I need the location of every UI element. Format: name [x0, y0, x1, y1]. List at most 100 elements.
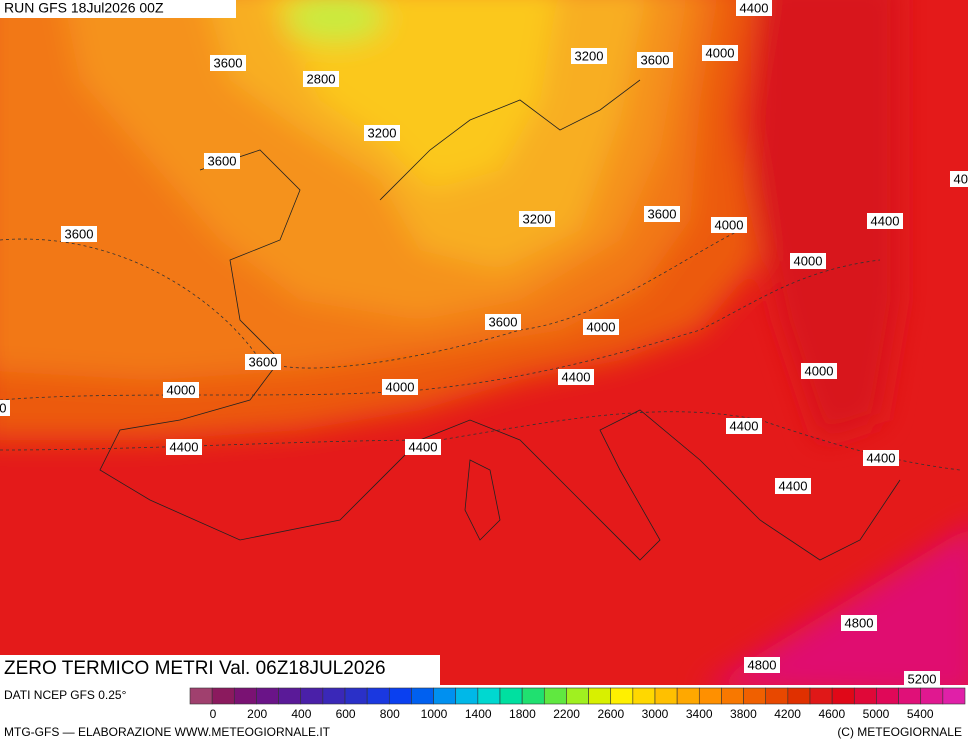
colorbar-swatch	[388, 687, 412, 705]
label-box	[204, 153, 240, 169]
contour-label: 4400	[409, 439, 438, 454]
contour-label: 4400	[867, 450, 896, 465]
contour-label: 3200	[368, 125, 397, 140]
colorbar-swatch	[211, 687, 235, 705]
label-box	[637, 52, 673, 68]
colorbar-swatch	[189, 687, 213, 705]
label-box	[245, 354, 281, 370]
colorbar-swatch	[743, 687, 767, 705]
colorbar-swatch	[765, 687, 789, 705]
label-box	[841, 615, 877, 631]
colorbar-label: 3000	[642, 707, 669, 721]
colorbar-swatch	[566, 687, 589, 705]
label-box	[702, 45, 738, 61]
label-box	[863, 450, 899, 466]
colorbar-label: 5400	[907, 707, 934, 721]
run-label: RUN GFS 18Jul2026 00Z	[4, 0, 164, 16]
contour-label: 4000	[587, 319, 616, 334]
label-box	[801, 363, 837, 379]
colorbar-label: 600	[336, 707, 356, 721]
label-box	[485, 314, 521, 330]
colorbar-label: 3800	[730, 707, 757, 721]
label-box	[303, 71, 339, 87]
contour-label: 3600	[648, 206, 677, 221]
contour-label: 3600	[65, 226, 94, 241]
colorbar-swatch	[477, 687, 501, 705]
label-box	[950, 171, 968, 187]
contour-label: 3600	[249, 354, 278, 369]
colorbar-label: 400	[291, 707, 311, 721]
colorbar-swatch	[942, 687, 966, 705]
contour-label: 4800	[845, 615, 874, 630]
label-box	[519, 211, 555, 227]
colorbar-swatch	[632, 687, 656, 705]
map: 3600 2800 3200 3600 4000 4400 3200 3600 4000 3600…	[0, 0, 968, 686]
colorbar-swatch	[809, 687, 833, 705]
colorbar-label: 200	[247, 707, 267, 721]
label-box	[210, 55, 246, 71]
contour-label: 3200	[575, 48, 604, 63]
contour-label: 4800	[748, 657, 777, 672]
label-box	[736, 0, 772, 16]
map-title: ZERO TERMICO METRI Val. 06Z18JUL2026	[4, 658, 386, 679]
colorbar-swatch	[322, 687, 346, 705]
title-box	[0, 655, 440, 685]
colorbar-label: 1000	[421, 707, 448, 721]
label-box	[726, 418, 762, 434]
contour-label: 5200	[908, 671, 937, 686]
colorbar-swatch	[411, 687, 434, 705]
colorbar-swatch	[455, 687, 479, 705]
label-box	[904, 671, 940, 685]
colorbar-swatch	[543, 687, 567, 705]
colorbar-label: 1400	[465, 707, 492, 721]
colorbar-swatch	[898, 687, 922, 705]
label-box	[644, 206, 680, 222]
contour-label: 4400	[740, 0, 769, 15]
colorbar-swatch	[256, 687, 279, 705]
contour-label: 2800	[307, 71, 336, 86]
label-box	[558, 369, 594, 385]
colorbar-swatch	[366, 687, 390, 705]
colorbar-label: 0	[210, 707, 217, 721]
contour-label: 4400	[779, 478, 808, 493]
label-box	[775, 478, 811, 494]
contour-label: 3600	[489, 314, 518, 329]
footer-right: (C) METEOGIORNALE	[837, 725, 962, 739]
colorbar-label: 4600	[818, 707, 845, 721]
label-box	[583, 319, 619, 335]
label-box	[166, 439, 202, 455]
label-box	[571, 48, 607, 64]
label-box	[867, 213, 903, 229]
label-box	[0, 400, 10, 416]
colorbar-swatch	[610, 687, 634, 705]
contour-label: 4000	[167, 382, 196, 397]
contour-label: 4400	[871, 213, 900, 228]
contour-label: 4000	[715, 217, 744, 232]
colorbar-swatch	[499, 687, 523, 705]
colorbar-swatch	[831, 687, 855, 705]
colorbar-label: 1800	[509, 707, 536, 721]
label-box	[405, 439, 441, 455]
label-box	[382, 379, 418, 395]
colorbar-label: 2200	[553, 707, 580, 721]
label-box	[61, 226, 97, 242]
source-label: DATI NCEP GFS 0.25°	[4, 688, 127, 702]
colorbar-label: 4200	[774, 707, 801, 721]
contour-label: 4000	[954, 171, 968, 186]
colorbar-label: 2600	[597, 707, 624, 721]
colorbar-swatch	[344, 687, 368, 705]
contour-label: 3600	[641, 52, 670, 67]
contour-label: 4000	[0, 400, 6, 415]
colorbar-swatch	[233, 687, 257, 705]
colorbar-swatch	[721, 687, 744, 705]
colorbar-swatch	[300, 687, 324, 705]
colorbar-swatch	[676, 687, 700, 705]
contour-label: 4000	[805, 363, 834, 378]
colorbar-swatch	[588, 687, 612, 705]
label-box	[744, 657, 780, 673]
colorbar-swatch	[853, 687, 877, 705]
colorbar-swatch	[920, 687, 944, 705]
label-box	[364, 125, 400, 141]
contour-label: 4000	[706, 45, 735, 60]
